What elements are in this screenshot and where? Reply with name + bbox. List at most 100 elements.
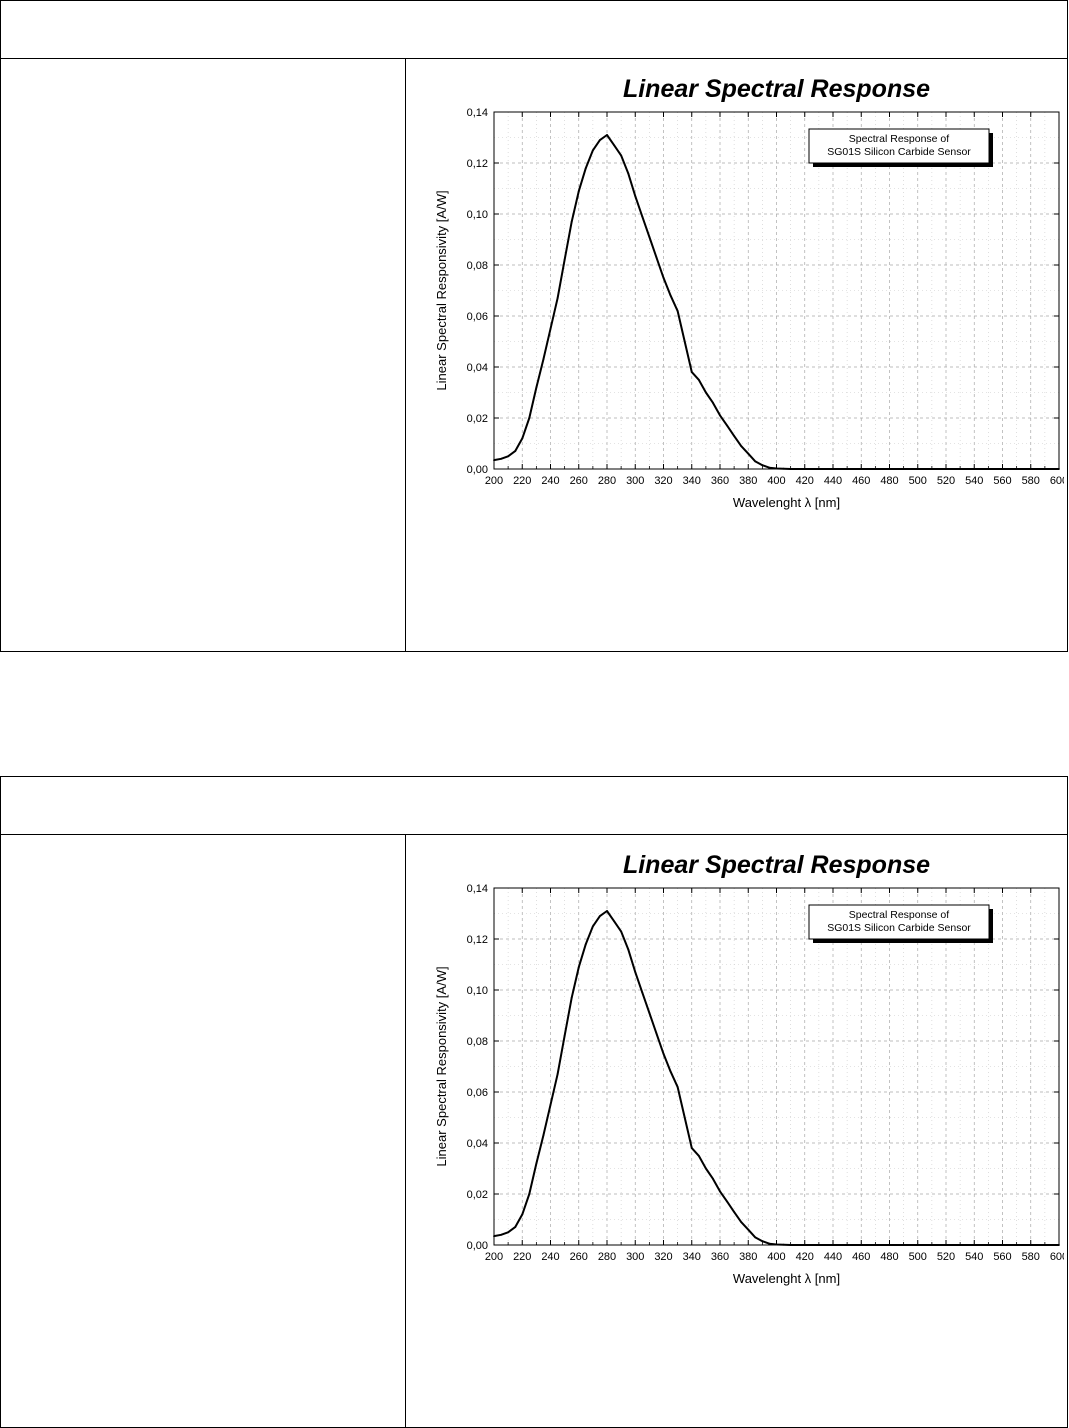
- data-point: [832, 468, 834, 470]
- data-point: [973, 468, 976, 470]
- x-axis-label: Wavelenght λ [nm]: [733, 1271, 840, 1286]
- data-point: [1029, 1244, 1032, 1246]
- data-point: [620, 930, 622, 933]
- data-point: [556, 1073, 559, 1076]
- data-point: [634, 971, 637, 974]
- data-point: [726, 1200, 728, 1203]
- data-point: [521, 437, 524, 440]
- x-tick-label: 400: [767, 475, 785, 487]
- y-tick-label: 0,06: [467, 1087, 488, 1099]
- x-tick-label: 500: [909, 475, 927, 487]
- data-point: [549, 1103, 552, 1106]
- x-tick-label: 580: [1022, 475, 1040, 487]
- data-point: [754, 460, 757, 463]
- data-point: [683, 340, 686, 343]
- data-point: [1029, 468, 1032, 470]
- data-point: [733, 435, 735, 437]
- y-tick-label: 0,12: [467, 934, 488, 946]
- y-tick-label: 0,10: [467, 209, 488, 221]
- table-2: Linear Spectral Response 200 220 240 260 280 3…: [0, 776, 1068, 1428]
- legend-text: Spectral Response of: [849, 909, 949, 921]
- x-tick-label: 280: [598, 475, 616, 487]
- data-point: [1058, 468, 1060, 470]
- x-tick-label: 300: [626, 475, 644, 487]
- data-point: [549, 327, 552, 330]
- data-point: [669, 294, 672, 297]
- data-point: [669, 1070, 672, 1073]
- data-point: [705, 1167, 707, 1170]
- x-tick-label: 240: [541, 475, 559, 487]
- data-point: [592, 149, 594, 152]
- data-point: [733, 1211, 735, 1213]
- series-line: [493, 134, 1059, 470]
- x-tick-label: 480: [880, 475, 898, 487]
- y-tick-label: 0,04: [467, 1138, 488, 1150]
- y-axis-label: Linear Spectral Responsivity [A/W]: [434, 190, 449, 390]
- data-point: [916, 1244, 919, 1246]
- table-1-left-cell: [1, 59, 406, 651]
- x-tick-label: 600: [1050, 475, 1064, 487]
- table-1: Linear Spectral Response 200 220 240 260 280 3…: [0, 0, 1068, 652]
- data-point: [796, 1244, 799, 1246]
- data-point: [599, 915, 601, 917]
- data-point: [888, 468, 891, 470]
- x-tick-label: 220: [513, 475, 531, 487]
- data-point: [577, 966, 580, 968]
- data-point: [613, 920, 615, 923]
- y-tick-label: 0,12: [467, 158, 488, 170]
- data-point: [676, 310, 679, 312]
- table-2-right-cell: Linear Spectral Response 200 220 240 260 280 3…: [406, 835, 1067, 1427]
- x-tick-label: 340: [683, 475, 701, 487]
- data-point: [514, 1226, 517, 1228]
- data-point: [945, 468, 947, 470]
- data-point: [500, 457, 502, 460]
- data-point: [1001, 1244, 1004, 1246]
- data-point: [655, 256, 658, 259]
- x-tick-label: 420: [796, 475, 814, 487]
- data-point: [521, 1213, 524, 1216]
- data-point: [493, 1235, 495, 1237]
- x-axis-label: Wavelenght λ [nm]: [733, 495, 840, 510]
- data-point: [860, 1244, 863, 1246]
- data-point: [507, 455, 509, 458]
- data-point: [973, 1244, 976, 1246]
- x-tick-label: 220: [513, 1251, 531, 1263]
- data-point: [803, 468, 806, 470]
- y-tick-label: 0,00: [467, 1240, 488, 1252]
- x-tick-label: 380: [739, 1251, 757, 1263]
- x-tick-label: 320: [654, 1251, 672, 1263]
- data-point: [528, 1193, 531, 1195]
- data-point: [719, 1190, 721, 1193]
- y-tick-label: 0,04: [467, 362, 488, 374]
- data-point: [599, 139, 601, 141]
- y-tick-label: 0,08: [467, 1036, 488, 1048]
- data-point: [796, 468, 799, 470]
- data-point: [514, 450, 517, 452]
- data-point: [507, 1231, 509, 1234]
- x-tick-label: 520: [937, 475, 955, 487]
- spectral-response-chart-1: Linear Spectral Response 200 220 240 260 280 3…: [434, 75, 1064, 510]
- x-tick-label: 480: [880, 1251, 898, 1263]
- data-point: [662, 276, 665, 279]
- data-point: [712, 1177, 714, 1180]
- data-point: [683, 1116, 686, 1119]
- data-point: [690, 1147, 693, 1149]
- spectral-response-chart-2: Linear Spectral Response 200 220 240 260 280 3…: [434, 851, 1064, 1286]
- data-point: [761, 464, 764, 467]
- x-tick-label: 360: [711, 1251, 729, 1263]
- data-point: [570, 220, 573, 223]
- series-line: [493, 910, 1059, 1246]
- x-tick-label: 360: [711, 475, 729, 487]
- data-point: [768, 1242, 771, 1245]
- table-2-header-cell: [1, 777, 1067, 835]
- legend-text: SG01S Silicon Carbide Sensor: [827, 922, 971, 934]
- y-axis-label: Linear Spectral Responsivity [A/W]: [434, 966, 449, 1166]
- legend-text: SG01S Silicon Carbide Sensor: [827, 146, 971, 158]
- data-point: [803, 1244, 806, 1246]
- x-tick-label: 200: [485, 1251, 503, 1263]
- data-point: [584, 943, 587, 945]
- x-tick-label: 460: [852, 1251, 870, 1263]
- data-point: [690, 371, 693, 373]
- data-point: [712, 401, 714, 404]
- data-point: [563, 259, 566, 261]
